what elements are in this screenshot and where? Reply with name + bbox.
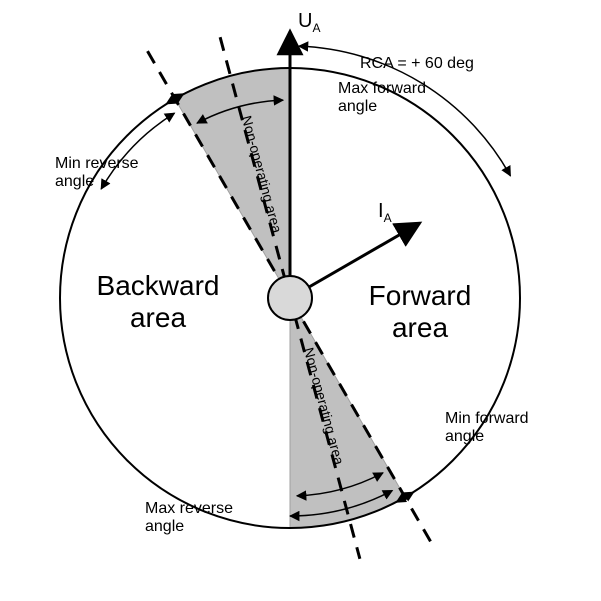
min-reverse-label: Min reverse angle <box>55 155 139 191</box>
max-forward-label: Max forward angle <box>338 80 426 116</box>
ua-axis-label: UA <box>298 10 320 35</box>
backward-area-label: Backward area <box>78 270 238 334</box>
rca-label: RCA = + 60 deg <box>360 55 474 73</box>
center-hub <box>268 276 312 320</box>
max-reverse-label: Max reverse angle <box>145 500 233 536</box>
forward-area-label: Forward area <box>355 280 485 344</box>
ia-axis-label: IA <box>378 200 392 225</box>
min-forward-label: Min forward angle <box>445 410 529 446</box>
